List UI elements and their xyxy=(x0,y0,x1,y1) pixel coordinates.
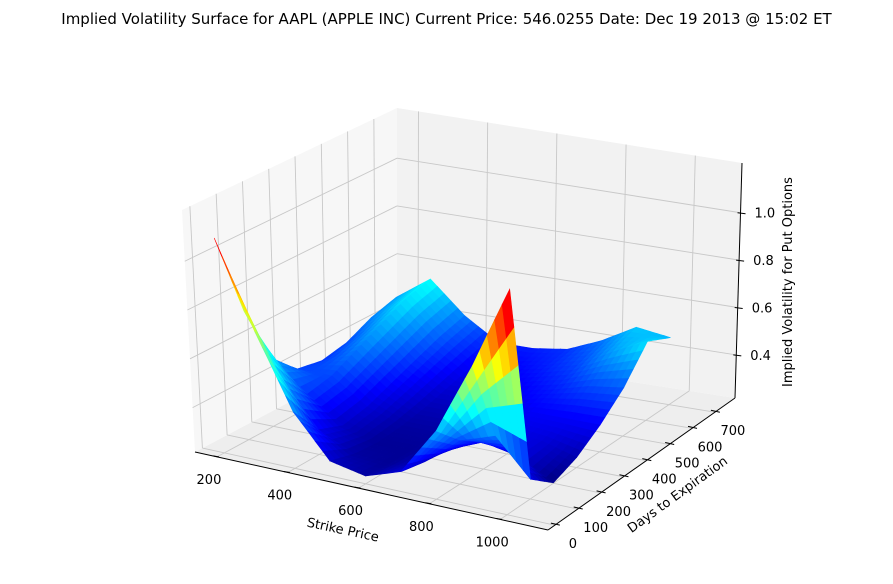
gridline xyxy=(202,447,555,526)
surface-patch xyxy=(501,288,515,339)
gridline xyxy=(396,157,741,214)
gridline xyxy=(227,434,578,510)
gridline xyxy=(320,143,327,383)
gridline xyxy=(189,253,398,360)
x-tick-label: 200 xyxy=(197,473,222,488)
z-tick xyxy=(736,259,745,262)
y-tick xyxy=(550,522,560,526)
z-tick xyxy=(737,212,746,215)
z-axis-line xyxy=(734,162,743,399)
y-tick-label: 300 xyxy=(629,489,654,504)
z-tick-label: 1.0 xyxy=(755,207,776,222)
gridline xyxy=(485,122,489,359)
gridline xyxy=(499,390,690,520)
gridline xyxy=(294,156,302,396)
x-tick xyxy=(496,517,503,520)
y-tick-label: 0 xyxy=(569,537,577,552)
gridline xyxy=(396,253,738,308)
z-tick-label: 0.4 xyxy=(750,349,771,364)
back-pane xyxy=(397,108,742,398)
chart-title: Implied Volatility Surface for AAPL (APP… xyxy=(61,10,832,28)
y-tick-label: 100 xyxy=(583,521,608,536)
surface xyxy=(213,237,671,484)
gridline xyxy=(184,157,398,262)
z-axis-label: Implied Volatility for Put Options xyxy=(781,177,796,387)
y-tick xyxy=(619,474,629,478)
axis-lines xyxy=(194,162,746,531)
z-tick-label: 0.6 xyxy=(752,302,773,317)
gridline xyxy=(189,206,203,449)
x-tick-label: 1000 xyxy=(476,535,509,550)
y-tick-label: 500 xyxy=(675,456,700,471)
z-tick xyxy=(734,307,743,310)
gridline xyxy=(396,205,740,261)
x-axis-label: Strike Price xyxy=(305,516,380,546)
x-tick-label: 800 xyxy=(409,520,434,535)
y-tick-label: 200 xyxy=(606,505,631,520)
gridline xyxy=(187,205,398,311)
gridline xyxy=(688,155,696,391)
y-tick xyxy=(710,409,720,413)
y-tick xyxy=(596,490,606,494)
y-tick xyxy=(642,458,652,462)
y-tick-label: 400 xyxy=(652,473,677,488)
x-tick-label: 600 xyxy=(338,504,363,519)
z-tick-label: 0.8 xyxy=(753,254,774,269)
x-tick xyxy=(212,455,220,458)
gridline xyxy=(347,131,352,370)
gridline xyxy=(192,301,398,409)
y-tick-label: 600 xyxy=(698,440,723,455)
y-tick xyxy=(573,506,583,510)
x-tick-label: 400 xyxy=(267,488,292,503)
x-tick xyxy=(283,471,290,473)
gridline xyxy=(215,193,228,436)
gridline xyxy=(242,181,253,422)
y-tick xyxy=(687,425,698,429)
x-axis-line xyxy=(194,451,549,531)
x-tick xyxy=(354,486,361,489)
x-tick xyxy=(425,502,432,505)
z-tick xyxy=(733,354,742,357)
y-tick-label: 700 xyxy=(720,424,745,439)
gridline xyxy=(553,133,558,370)
y-tick xyxy=(665,441,675,445)
